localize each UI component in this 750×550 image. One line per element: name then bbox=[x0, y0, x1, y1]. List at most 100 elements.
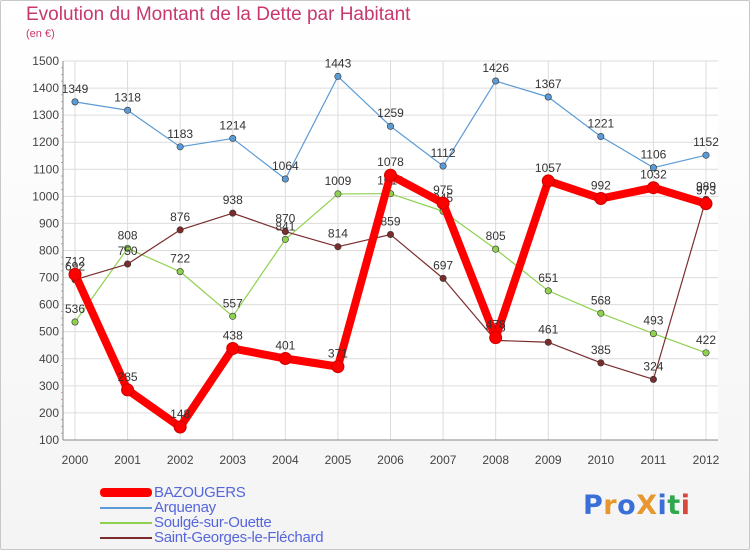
legend-label: Saint-Georges-le-Fléchard bbox=[154, 529, 324, 546]
x-tick-label: 2004 bbox=[272, 453, 299, 467]
point-soulge-sur-ouette bbox=[649, 330, 657, 338]
x-tick-label: 2008 bbox=[482, 453, 509, 467]
point-bazougers bbox=[278, 352, 292, 366]
y-tick-label: 1100 bbox=[33, 162, 59, 176]
data-label-arquenay: 1349 bbox=[62, 82, 89, 96]
point-bazougers bbox=[699, 197, 713, 211]
point-bazougers bbox=[436, 196, 450, 210]
x-tick-label: 2005 bbox=[325, 453, 352, 467]
data-label-saint-georges-le-flechard: 385 bbox=[591, 343, 611, 357]
logo-letter: X bbox=[636, 490, 658, 521]
point-arquenay bbox=[386, 122, 394, 130]
point-bazougers bbox=[226, 341, 240, 355]
y-tick-label: 800 bbox=[39, 244, 59, 258]
point-bazougers bbox=[121, 383, 135, 397]
point-arquenay bbox=[439, 162, 447, 170]
data-label-arquenay: 1426 bbox=[482, 61, 509, 75]
data-label-soulge-sur-ouette: 805 bbox=[486, 229, 506, 243]
point-arquenay bbox=[597, 133, 605, 141]
point-saint-georges-le-flechard bbox=[334, 243, 342, 251]
data-label-bazougers: 712 bbox=[65, 254, 85, 268]
point-saint-georges-le-flechard bbox=[229, 209, 237, 217]
point-saint-georges-le-flechard bbox=[649, 375, 657, 383]
point-bazougers bbox=[489, 331, 503, 345]
data-label-arquenay: 1318 bbox=[114, 90, 141, 104]
point-bazougers bbox=[646, 181, 660, 195]
data-label-saint-georges-le-flechard: 750 bbox=[118, 244, 138, 258]
point-arquenay bbox=[334, 72, 342, 80]
data-label-bazougers: 371 bbox=[328, 347, 348, 361]
data-label-bazougers: 148 bbox=[170, 407, 190, 421]
legend-item: BAZOUGERS bbox=[100, 484, 246, 501]
data-label-bazougers: 285 bbox=[118, 370, 138, 384]
data-label-bazougers: 975 bbox=[433, 183, 453, 197]
point-saint-georges-le-flechard bbox=[439, 274, 447, 282]
point-bazougers bbox=[594, 192, 608, 206]
data-label-bazougers: 973 bbox=[696, 184, 716, 198]
data-label-soulge-sur-ouette: 568 bbox=[591, 293, 611, 307]
data-label-saint-georges-le-flechard: 938 bbox=[223, 193, 243, 207]
data-label-soulge-sur-ouette: 651 bbox=[538, 271, 558, 285]
logo-letter: P bbox=[583, 490, 604, 521]
point-saint-georges-le-flechard bbox=[176, 226, 184, 234]
point-saint-georges-le-flechard bbox=[597, 359, 605, 367]
point-arquenay bbox=[71, 98, 79, 106]
legend-swatch bbox=[100, 521, 152, 524]
y-tick-label: 1500 bbox=[32, 54, 59, 68]
y-tick-label: 1200 bbox=[32, 135, 59, 149]
point-arquenay bbox=[649, 164, 657, 172]
data-label-bazougers: 1032 bbox=[640, 168, 667, 182]
point-arquenay bbox=[176, 143, 184, 151]
legend-label: Soulgé-sur-Ouette bbox=[154, 514, 272, 531]
data-label-soulge-sur-ouette: 536 bbox=[65, 302, 85, 316]
point-bazougers bbox=[173, 420, 187, 434]
x-tick-label: 2000 bbox=[62, 453, 89, 467]
y-tick-label: 300 bbox=[39, 379, 59, 393]
legend-swatch bbox=[100, 488, 152, 497]
x-tick-label: 2001 bbox=[114, 453, 141, 467]
point-bazougers bbox=[68, 267, 82, 281]
point-arquenay bbox=[544, 93, 552, 101]
x-tick-label: 2011 bbox=[641, 453, 667, 467]
data-label-soulge-sur-ouette: 808 bbox=[118, 228, 138, 242]
logo-letter: i bbox=[680, 490, 691, 521]
chart-title: Evolution du Montant de la Dette par Hab… bbox=[26, 4, 411, 25]
data-label-saint-georges-le-flechard: 870 bbox=[275, 212, 295, 226]
point-bazougers bbox=[541, 174, 555, 188]
x-tick-label: 2003 bbox=[219, 453, 246, 467]
point-soulge-sur-ouette bbox=[229, 312, 237, 320]
data-label-bazougers: 992 bbox=[591, 179, 611, 193]
x-tick-label: 2009 bbox=[535, 453, 562, 467]
y-tick-label: 1300 bbox=[32, 108, 59, 122]
point-soulge-sur-ouette bbox=[281, 235, 289, 243]
data-label-arquenay: 1152 bbox=[693, 135, 719, 149]
data-label-arquenay: 1214 bbox=[219, 118, 246, 132]
chart-subtitle: (en €) bbox=[26, 28, 55, 40]
y-tick-label: 100 bbox=[39, 433, 59, 447]
point-soulge-sur-ouette bbox=[544, 287, 552, 295]
data-label-arquenay: 1112 bbox=[431, 146, 456, 160]
point-arquenay bbox=[229, 134, 237, 142]
data-label-soulge-sur-ouette: 422 bbox=[696, 333, 716, 347]
point-saint-georges-le-flechard bbox=[544, 338, 552, 346]
data-label-saint-georges-le-flechard: 876 bbox=[170, 210, 190, 224]
data-label-arquenay: 1064 bbox=[272, 159, 299, 173]
x-tick-label: 2006 bbox=[377, 453, 404, 467]
point-soulge-sur-ouette bbox=[597, 309, 605, 317]
data-label-soulge-sur-ouette: 722 bbox=[170, 252, 190, 266]
point-arquenay bbox=[492, 77, 500, 85]
data-label-bazougers: 1057 bbox=[535, 161, 562, 175]
legend-item: Arquenay bbox=[100, 499, 216, 516]
point-saint-georges-le-flechard bbox=[281, 228, 289, 236]
x-tick-label: 2002 bbox=[167, 453, 194, 467]
data-label-soulge-sur-ouette: 493 bbox=[643, 314, 663, 328]
data-label-soulge-sur-ouette: 1009 bbox=[325, 174, 352, 188]
y-tick-label: 1000 bbox=[32, 189, 59, 203]
data-label-arquenay: 1221 bbox=[587, 117, 614, 131]
point-saint-georges-le-flechard bbox=[124, 260, 132, 268]
logo-letter: t bbox=[667, 490, 681, 521]
legend-item: Saint-Georges-le-Fléchard bbox=[100, 529, 324, 546]
point-soulge-sur-ouette bbox=[176, 268, 184, 276]
y-tick-label: 900 bbox=[39, 216, 59, 230]
x-tick-label: 2010 bbox=[587, 453, 614, 467]
